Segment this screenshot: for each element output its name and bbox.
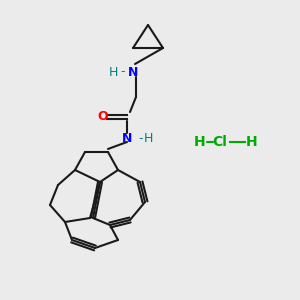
Text: -: - (139, 133, 143, 146)
Text: N: N (122, 133, 132, 146)
Text: N: N (128, 65, 138, 79)
Text: H: H (143, 133, 153, 146)
Text: H: H (194, 135, 206, 149)
Text: Cl: Cl (213, 135, 227, 149)
Text: -: - (121, 65, 125, 79)
Text: O: O (98, 110, 108, 124)
Text: H: H (246, 135, 258, 149)
Text: H: H (108, 65, 118, 79)
